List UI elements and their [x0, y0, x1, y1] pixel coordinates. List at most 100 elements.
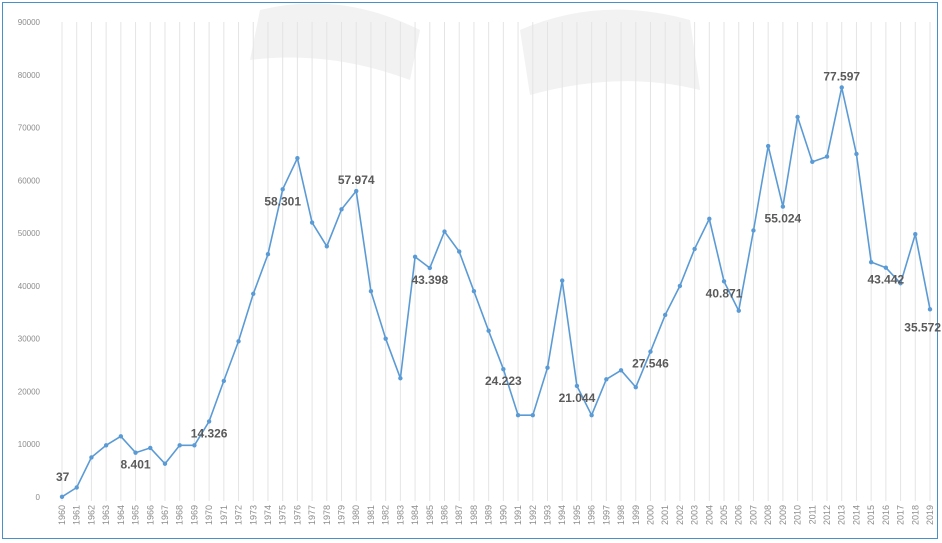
data-point	[295, 156, 299, 160]
x-tick-label: 1987	[454, 505, 464, 525]
data-label: 24.223	[485, 374, 522, 388]
data-point	[795, 115, 799, 119]
data-point	[442, 229, 446, 233]
data-label: 58.301	[264, 194, 301, 208]
data-point	[75, 485, 79, 489]
x-tick-label: 1978	[322, 505, 332, 525]
x-tick-label: 1995	[572, 505, 582, 525]
x-tick-label: 1983	[395, 505, 405, 525]
data-label: 27.546	[632, 357, 669, 371]
y-tick-label: 60000	[18, 176, 41, 185]
data-point	[663, 313, 667, 317]
data-point	[884, 266, 888, 270]
x-tick-label: 1960	[57, 505, 67, 525]
data-point	[707, 217, 711, 221]
data-point	[913, 232, 917, 236]
data-point	[104, 443, 108, 447]
y-tick-label: 0	[36, 493, 41, 502]
data-point	[840, 85, 844, 89]
data-point	[428, 266, 432, 270]
x-tick-label: 2003	[690, 505, 700, 525]
x-tick-label: 2016	[881, 505, 891, 525]
data-point	[369, 289, 373, 293]
data-point	[501, 367, 505, 371]
x-tick-label: 2001	[660, 505, 670, 525]
data-point	[575, 384, 579, 388]
x-tick-label: 2010	[793, 505, 803, 525]
data-label: 40.871	[706, 286, 743, 300]
data-point	[383, 336, 387, 340]
data-point	[678, 284, 682, 288]
data-point	[854, 152, 858, 156]
y-tick-label: 80000	[18, 71, 41, 80]
x-tick-label: 1990	[498, 505, 508, 525]
x-tick-label: 2019	[925, 505, 935, 525]
data-point	[266, 252, 270, 256]
data-point	[869, 260, 873, 264]
x-tick-label: 1972	[234, 505, 244, 525]
x-tick-label: 1965	[131, 505, 141, 525]
x-tick-label: 1993	[542, 505, 552, 525]
y-tick-label: 10000	[18, 440, 41, 449]
data-point	[222, 379, 226, 383]
data-point	[60, 495, 64, 499]
data-point	[325, 244, 329, 248]
x-tick-label: 1981	[366, 505, 376, 525]
x-tick-label: 2009	[778, 505, 788, 525]
x-tick-label: 2013	[837, 505, 847, 525]
x-tick-label: 1988	[469, 505, 479, 525]
data-point	[354, 189, 358, 193]
y-tick-label: 20000	[18, 387, 41, 396]
x-tick-label: 2012	[822, 505, 832, 525]
data-point	[589, 413, 593, 417]
x-tick-label: 1976	[292, 505, 302, 525]
data-label: 8.401	[121, 458, 151, 472]
data-point	[766, 144, 770, 148]
data-label: 37	[56, 470, 70, 484]
data-point	[810, 160, 814, 164]
data-label: 57.974	[338, 173, 375, 187]
data-point	[751, 228, 755, 232]
x-tick-label: 1991	[513, 505, 523, 525]
data-point	[604, 377, 608, 381]
x-tick-label: 1966	[145, 505, 155, 525]
data-labels: 37 8.401 14.326 58.301 57.974 43.398 24.223 21.…	[56, 69, 941, 483]
y-tick-label: 90000	[18, 18, 41, 27]
data-point	[560, 278, 564, 282]
x-tick-label: 1975	[278, 505, 288, 525]
x-tick-label: 1997	[601, 505, 611, 525]
data-point	[722, 279, 726, 283]
x-tick-label: 1985	[425, 505, 435, 525]
data-label: 43.442	[868, 273, 905, 287]
x-tick-label: 2000	[645, 505, 655, 525]
x-tick-label: 1982	[381, 505, 391, 525]
data-point	[310, 220, 314, 224]
x-tick-label: 1999	[631, 505, 641, 525]
data-point	[648, 349, 652, 353]
x-tick-label: 1968	[175, 505, 185, 525]
data-label: 21.044	[559, 391, 596, 405]
data-point	[825, 154, 829, 158]
x-tick-label: 1994	[557, 505, 567, 525]
x-tick-label: 1989	[484, 505, 494, 525]
data-point	[516, 413, 520, 417]
x-tick-label: 1979	[337, 505, 347, 525]
data-point	[531, 413, 535, 417]
x-tick-label: 2017	[896, 505, 906, 525]
x-tick-label: 1969	[189, 505, 199, 525]
data-label: 14.326	[191, 426, 228, 440]
y-tick-label: 30000	[18, 335, 41, 344]
data-point	[692, 247, 696, 251]
data-point	[192, 443, 196, 447]
x-tick-label: 1986	[440, 505, 450, 525]
x-tick-label: 2005	[719, 505, 729, 525]
data-point	[398, 376, 402, 380]
x-tick-label: 1970	[204, 505, 214, 525]
data-point	[280, 187, 284, 191]
data-point	[619, 368, 623, 372]
x-tick-label: 1984	[410, 505, 420, 525]
x-axis-tick-labels: 1960 1961 1962 1963 1964 1965 1966 1967 1968 1969…	[57, 505, 935, 525]
data-point	[737, 308, 741, 312]
data-point	[163, 462, 167, 466]
y-tick-label: 70000	[18, 124, 41, 133]
